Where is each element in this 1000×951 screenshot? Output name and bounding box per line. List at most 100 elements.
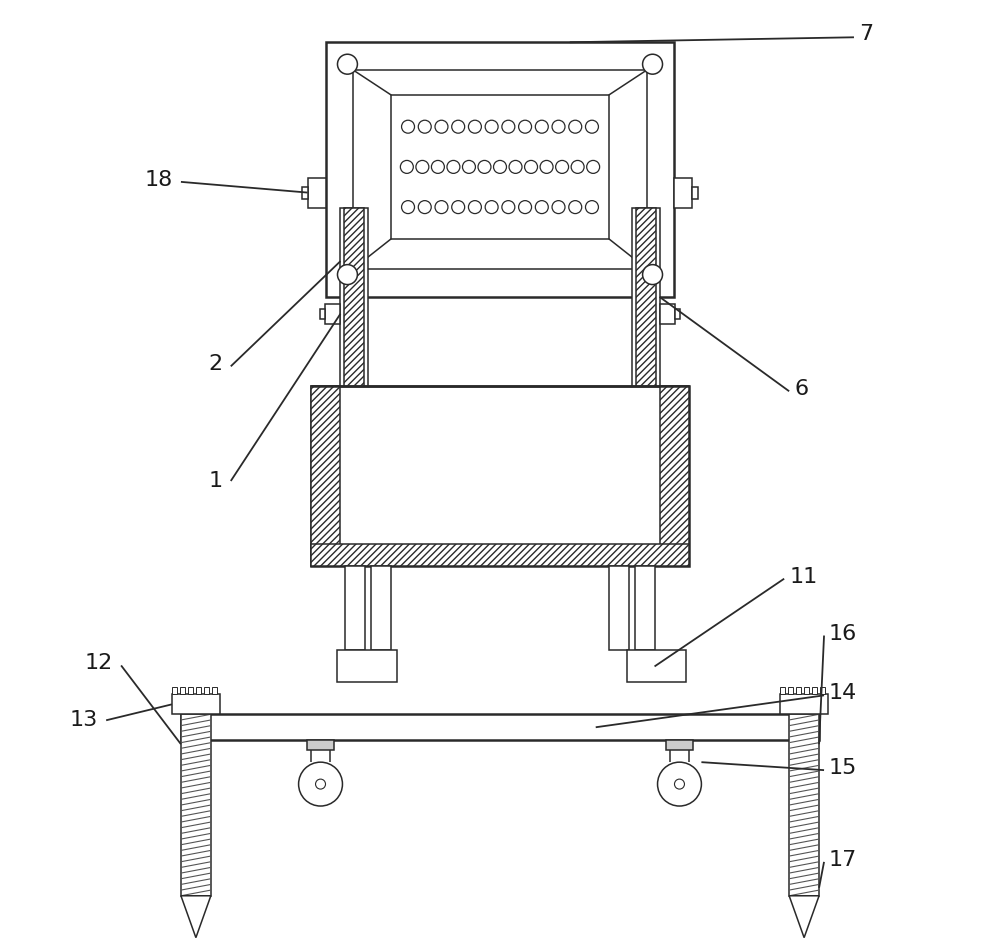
- Text: 16: 16: [829, 624, 857, 644]
- Circle shape: [509, 161, 522, 173]
- Text: 11: 11: [789, 567, 817, 587]
- Bar: [181, 714, 211, 896]
- Bar: [345, 566, 365, 650]
- Text: 17: 17: [829, 850, 857, 870]
- Text: 13: 13: [70, 710, 98, 730]
- Circle shape: [525, 161, 538, 173]
- Polygon shape: [181, 896, 211, 938]
- Bar: [311, 386, 689, 566]
- Bar: [692, 186, 698, 199]
- Bar: [636, 207, 656, 386]
- Circle shape: [452, 120, 465, 133]
- Bar: [627, 650, 686, 683]
- Circle shape: [402, 201, 415, 214]
- Circle shape: [402, 120, 415, 133]
- Circle shape: [556, 161, 569, 173]
- Bar: [674, 178, 692, 207]
- Circle shape: [447, 161, 460, 173]
- Circle shape: [400, 161, 413, 173]
- Circle shape: [674, 779, 684, 789]
- Circle shape: [435, 201, 448, 214]
- Bar: [353, 70, 647, 268]
- Circle shape: [587, 161, 600, 173]
- Circle shape: [337, 264, 357, 284]
- Bar: [666, 740, 693, 750]
- Circle shape: [431, 161, 444, 173]
- Text: 1: 1: [209, 471, 223, 491]
- Circle shape: [643, 264, 663, 284]
- Bar: [181, 714, 819, 740]
- Text: 2: 2: [209, 355, 223, 375]
- Bar: [302, 186, 308, 199]
- Circle shape: [485, 201, 498, 214]
- Circle shape: [569, 120, 582, 133]
- Bar: [788, 688, 793, 694]
- Circle shape: [658, 762, 701, 806]
- Bar: [660, 303, 675, 323]
- Circle shape: [519, 120, 532, 133]
- Circle shape: [452, 201, 465, 214]
- Bar: [311, 386, 340, 566]
- Circle shape: [468, 201, 481, 214]
- Text: 18: 18: [145, 170, 173, 190]
- Bar: [391, 95, 609, 239]
- Bar: [660, 386, 689, 566]
- Text: 7: 7: [859, 25, 873, 45]
- Bar: [632, 207, 660, 386]
- Circle shape: [485, 120, 498, 133]
- Bar: [212, 688, 217, 694]
- Bar: [780, 688, 785, 694]
- Text: 14: 14: [829, 684, 857, 704]
- Bar: [635, 566, 655, 650]
- Circle shape: [552, 120, 565, 133]
- Polygon shape: [789, 896, 819, 938]
- Bar: [172, 688, 177, 694]
- Bar: [796, 688, 801, 694]
- Bar: [196, 688, 201, 694]
- Circle shape: [571, 161, 584, 173]
- Circle shape: [316, 779, 326, 789]
- Bar: [337, 650, 397, 683]
- Bar: [675, 309, 680, 319]
- Bar: [812, 688, 817, 694]
- Bar: [188, 688, 193, 694]
- Circle shape: [535, 201, 548, 214]
- Bar: [609, 566, 629, 650]
- Bar: [307, 740, 334, 750]
- Circle shape: [418, 201, 431, 214]
- Circle shape: [462, 161, 475, 173]
- Bar: [325, 303, 340, 323]
- Circle shape: [299, 762, 342, 806]
- Text: 6: 6: [794, 379, 808, 399]
- Text: 15: 15: [829, 758, 857, 778]
- Bar: [180, 688, 185, 694]
- Bar: [172, 694, 220, 714]
- Circle shape: [435, 120, 448, 133]
- Circle shape: [416, 161, 429, 173]
- Bar: [789, 714, 819, 896]
- Circle shape: [535, 120, 548, 133]
- Circle shape: [478, 161, 491, 173]
- Bar: [311, 544, 689, 566]
- Circle shape: [643, 54, 663, 74]
- Bar: [780, 694, 828, 714]
- Bar: [804, 688, 809, 694]
- Circle shape: [569, 201, 582, 214]
- Circle shape: [552, 201, 565, 214]
- Circle shape: [337, 54, 357, 74]
- Circle shape: [502, 120, 515, 133]
- Circle shape: [519, 201, 532, 214]
- Bar: [204, 688, 209, 694]
- Bar: [308, 178, 326, 207]
- Bar: [820, 688, 825, 694]
- Bar: [371, 566, 391, 650]
- Circle shape: [494, 161, 506, 173]
- Text: 12: 12: [85, 653, 113, 673]
- Circle shape: [540, 161, 553, 173]
- Bar: [340, 207, 368, 386]
- Bar: [320, 309, 325, 319]
- Circle shape: [585, 120, 598, 133]
- Circle shape: [502, 201, 515, 214]
- Circle shape: [585, 201, 598, 214]
- Bar: [326, 42, 674, 297]
